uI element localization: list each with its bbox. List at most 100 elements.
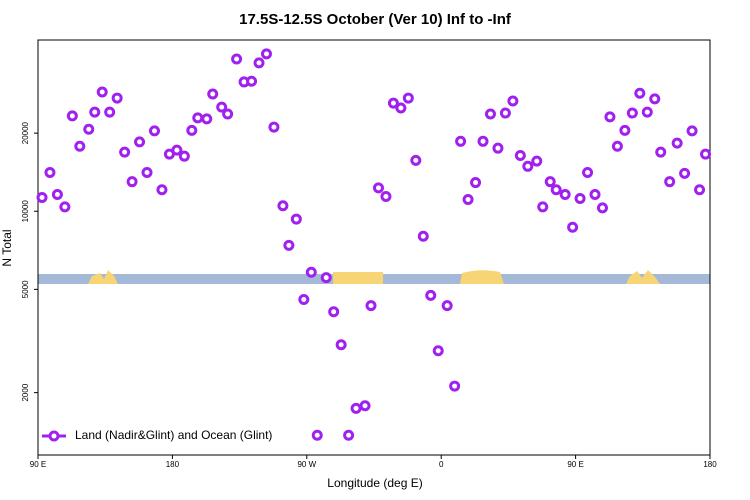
data-point: [119, 146, 131, 158]
data-point: [507, 95, 519, 107]
data-point: [522, 160, 534, 172]
data-point: [89, 106, 101, 118]
data-point: [499, 107, 511, 119]
land-shape: [460, 270, 504, 284]
land-shape: [626, 270, 660, 284]
data-point: [335, 339, 347, 351]
data-point: [531, 155, 543, 167]
data-point: [655, 146, 667, 158]
data-point: [178, 150, 190, 162]
data-point: [298, 294, 310, 306]
data-point: [156, 184, 168, 196]
land-shape: [88, 270, 118, 284]
data-point: [694, 184, 706, 196]
data-point: [328, 306, 340, 318]
y-axis-label: N Total: [0, 229, 14, 266]
data-point: [432, 345, 444, 357]
data-point: [649, 93, 661, 105]
data-point: [402, 92, 414, 104]
x-tick-label: 180: [166, 460, 180, 469]
data-point: [484, 108, 496, 120]
x-tick-label: 90 E: [30, 460, 46, 469]
data-point: [492, 142, 504, 154]
data-point: [141, 167, 153, 179]
legend-marker: [48, 430, 60, 442]
data-point: [192, 112, 204, 124]
data-point: [186, 124, 198, 136]
data-point: [380, 190, 392, 202]
data-point: [395, 102, 407, 114]
data-point: [305, 266, 317, 278]
data-point: [417, 230, 429, 242]
data-point: [283, 239, 295, 251]
y-tick-label: 10000: [21, 200, 30, 223]
y-tick-label: 5000: [21, 280, 30, 298]
x-tick-label: 90 W: [297, 460, 316, 469]
data-point: [559, 189, 571, 201]
data-point: [550, 184, 562, 196]
data-point: [222, 108, 234, 120]
data-point: [290, 213, 302, 225]
data-point: [311, 429, 323, 441]
data-point: [44, 167, 56, 179]
data-point: [59, 201, 71, 213]
data-point: [96, 86, 108, 98]
data-point: [111, 92, 123, 104]
chart-title: 17.5S-12.5S October (Ver 10) Inf to -Inf: [239, 11, 512, 28]
data-point: [372, 182, 384, 194]
data-point: [441, 300, 453, 312]
x-tick-label: 180: [703, 460, 717, 469]
data-point: [148, 125, 160, 137]
data-point: [201, 113, 213, 125]
y-tick-label: 20000: [21, 121, 30, 144]
data-point: [320, 272, 332, 284]
land-shape: [333, 272, 383, 284]
data-point: [582, 167, 594, 179]
data-point: [544, 176, 556, 188]
land-ocean-band: [38, 270, 710, 284]
data-point: [246, 75, 258, 87]
data-point: [134, 136, 146, 148]
legend-label: Land (Nadir&Glint) and Ocean (Glint): [75, 428, 272, 442]
data-point: [104, 106, 116, 118]
x-axis-label: Longitude (deg E): [327, 476, 422, 490]
data-point: [425, 289, 437, 301]
data-point: [387, 97, 399, 109]
data-point: [455, 135, 467, 147]
data-point: [66, 110, 78, 122]
data-point: [574, 192, 586, 204]
data-point: [679, 167, 691, 179]
data-point: [216, 101, 228, 113]
plot-frame: [37, 39, 711, 456]
data-point: [514, 149, 526, 161]
data-point: [260, 48, 272, 60]
data-point: [462, 193, 474, 205]
data-point: [126, 176, 138, 188]
data-point: [350, 402, 362, 414]
data-point: [74, 140, 86, 152]
data-point: [664, 176, 676, 188]
data-point: [611, 140, 623, 152]
data-point: [268, 121, 280, 133]
data-point: [410, 154, 422, 166]
data-point: [604, 111, 616, 123]
x-tick-label: 90 E: [567, 460, 583, 469]
data-point: [641, 106, 653, 118]
data-point: [449, 380, 461, 392]
data-point: [359, 400, 371, 412]
data-point: [634, 87, 646, 99]
data-point: [231, 53, 243, 65]
data-point: [671, 137, 683, 149]
data-point: [343, 429, 355, 441]
data-point: [567, 221, 579, 233]
data-point: [700, 148, 712, 160]
data-point: [277, 200, 289, 212]
data-point: [596, 202, 608, 214]
data-point: [36, 191, 48, 203]
data-point: [537, 201, 549, 213]
data-point: [171, 144, 183, 156]
data-point: [470, 177, 482, 189]
data-point: [365, 300, 377, 312]
data-point: [626, 107, 638, 119]
